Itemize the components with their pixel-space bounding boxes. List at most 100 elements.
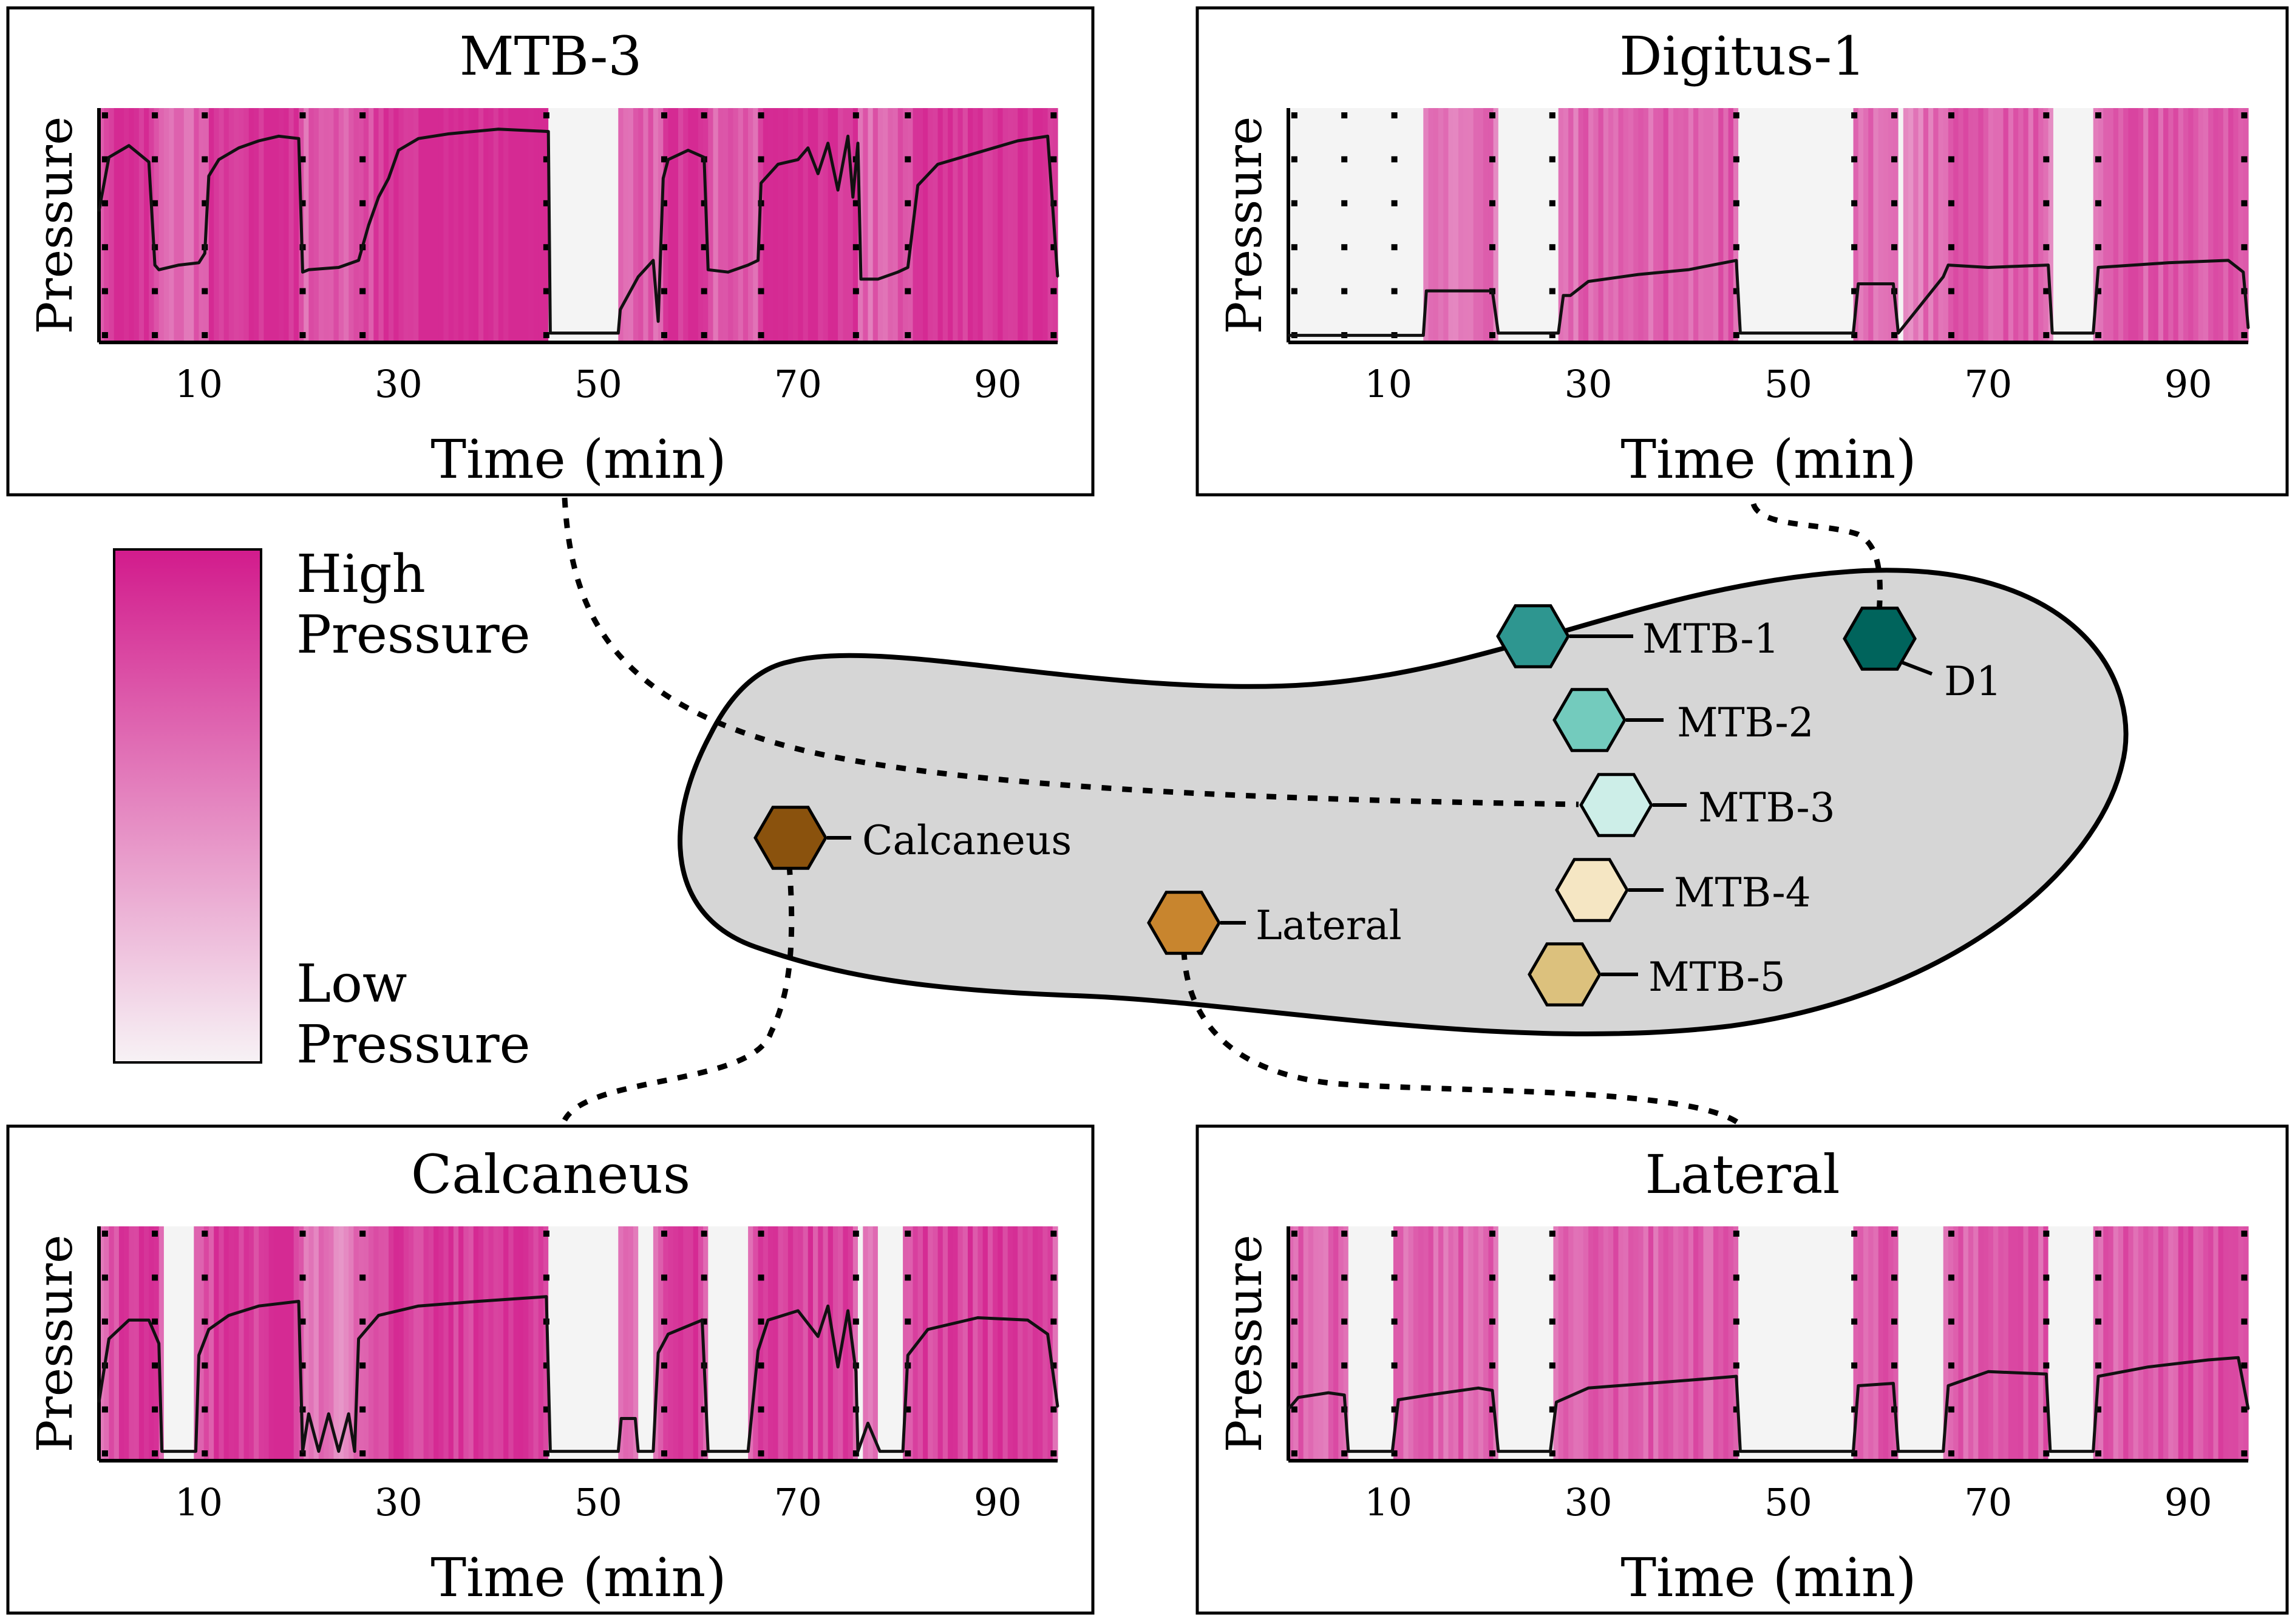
heat-cell [2028,108,2034,342]
grid-dot [202,1406,208,1413]
grid-dot [2095,1406,2101,1413]
heat-cell [748,1226,753,1461]
grid-dot [1948,1362,1954,1369]
heat-cell [1638,1226,1644,1461]
heat-cell [389,108,394,342]
heat-cell [1958,1226,1964,1461]
data-point [2247,327,2249,330]
heat-cell [104,1226,109,1461]
data-point [1852,332,1854,335]
heat-cell [328,1226,335,1461]
x-tick-label: 50 [1764,1480,1812,1524]
grid-dot [1851,1231,1858,1237]
heat-cell [583,1226,589,1461]
grid-dot [2043,244,2050,251]
grid-dot [543,288,549,294]
heat-cell [468,1226,474,1461]
heat-cell [2148,1226,2154,1461]
heat-cell [503,108,509,342]
heat-cell [234,108,239,342]
sensor-hexagon-mtb-3 [1579,773,1653,837]
grid-dot [101,1318,108,1325]
heat-cell [223,108,229,342]
heat-cell [613,1226,619,1461]
grid-dot [1291,112,1297,118]
data-point [707,268,709,271]
data-point [148,161,150,163]
heat-cell [138,108,144,342]
heat-cell [1523,108,1529,342]
grid-dot [905,156,911,163]
heat-cell [613,108,619,342]
heat-cell [678,108,684,342]
grid-dot [1733,1450,1739,1456]
data-point [2092,332,2095,335]
heat-cell [248,1226,254,1461]
heat-cell [1948,108,1954,342]
heat-cell [2143,108,2149,342]
heat-cell [2203,1226,2209,1461]
heat-cell [578,108,584,342]
heat-cell [718,108,724,342]
heat-cell [953,108,959,342]
heat-cell [1833,1226,1839,1461]
heat-cell [563,108,569,342]
data-point [817,1335,819,1337]
chart-grid [1291,1231,2248,1456]
grid-dot [1891,200,1897,206]
heat-cell [1563,108,1569,342]
heat-cell [1683,108,1689,342]
heat-cell [1358,108,1364,342]
grid-dot [2043,1362,2050,1369]
grid-dot [152,1318,158,1325]
heat-cell [928,108,933,342]
heat-cell [1898,1226,1904,1461]
grid-dot [359,112,366,118]
heat-cell [178,108,185,342]
heat-cell [778,108,784,342]
heat-cell [1608,1226,1614,1461]
data-point [667,1333,669,1336]
grid-dot [661,288,667,294]
heat-cell [1758,1226,1764,1461]
heat-cell [328,108,335,342]
heat-cell [2083,108,2089,342]
data-point [338,1450,340,1453]
heat-cell [892,108,899,342]
heat-cell [1938,1226,1944,1461]
x-tick-label: 10 [1364,362,1412,406]
heat-cell [2063,1226,2069,1461]
y-axis-label: Pressure [27,117,83,335]
heat-cell [638,108,644,342]
sensor-mtb-5: MTB-5 [1528,942,1786,1007]
data-point [1056,276,1059,278]
data-point [1562,294,1565,297]
heat-cell [1288,108,1294,342]
heat-cell [1778,1226,1784,1461]
grid-dot [1050,244,1057,251]
heat-cell [2243,108,2249,342]
heat-cell [2053,108,2059,342]
heat-cell [623,1226,629,1461]
heat-cell [1428,108,1434,342]
heat-cell [1032,108,1038,342]
heat-cell [1418,108,1424,342]
grid-dot [1291,244,1297,251]
grid-dot [2095,1274,2101,1281]
heat-cell [1443,1226,1449,1461]
heat-cell [109,108,115,342]
heat-cell [618,108,624,342]
heat-cell [548,108,554,342]
heat-cell [2078,1226,2084,1461]
heat-cell [483,108,489,342]
heat-cell [1573,1226,1579,1461]
data-point [1637,273,1639,276]
grid-dot [1291,200,1297,206]
grid-dot [701,200,707,206]
heat-cell [214,1226,219,1461]
heat-cell [1533,1226,1539,1461]
data-point [547,131,549,133]
heat-cell [2223,108,2229,342]
heat-cell [598,1226,604,1461]
